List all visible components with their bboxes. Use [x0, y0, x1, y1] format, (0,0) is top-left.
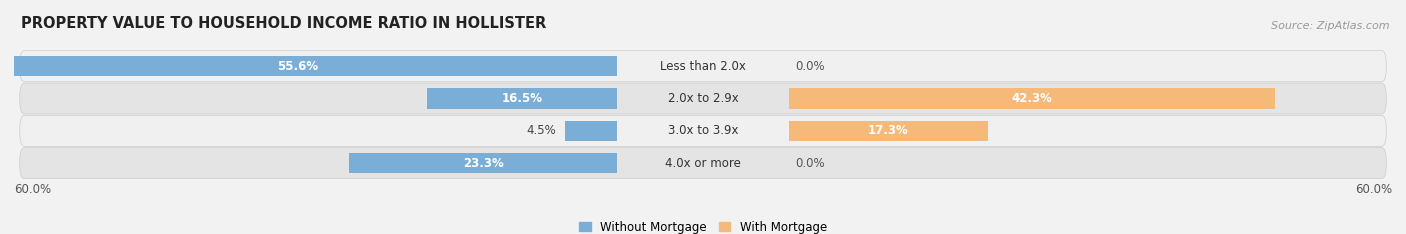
Bar — [789, 88, 1275, 109]
Text: 17.3%: 17.3% — [868, 124, 908, 137]
Text: 55.6%: 55.6% — [277, 60, 318, 73]
Text: 0.0%: 0.0% — [794, 60, 824, 73]
FancyBboxPatch shape — [20, 115, 1386, 146]
Text: 4.5%: 4.5% — [526, 124, 555, 137]
Bar — [789, 121, 988, 141]
Bar — [565, 121, 617, 141]
Text: 16.5%: 16.5% — [502, 92, 543, 105]
Text: 42.3%: 42.3% — [1011, 92, 1053, 105]
FancyBboxPatch shape — [20, 148, 1386, 179]
Text: 4.0x or more: 4.0x or more — [665, 157, 741, 170]
Text: 60.0%: 60.0% — [1355, 183, 1392, 196]
Text: Source: ZipAtlas.com: Source: ZipAtlas.com — [1271, 21, 1389, 30]
Text: 3.0x to 3.9x: 3.0x to 3.9x — [668, 124, 738, 137]
Legend: Without Mortgage, With Mortgage: Without Mortgage, With Mortgage — [579, 221, 827, 234]
Bar — [427, 88, 617, 109]
Text: 2.0x to 2.9x: 2.0x to 2.9x — [668, 92, 738, 105]
Text: Less than 2.0x: Less than 2.0x — [659, 60, 747, 73]
Text: PROPERTY VALUE TO HOUSEHOLD INCOME RATIO IN HOLLISTER: PROPERTY VALUE TO HOUSEHOLD INCOME RATIO… — [21, 15, 546, 30]
Text: 0.0%: 0.0% — [794, 157, 824, 170]
Bar — [349, 153, 617, 173]
Text: 23.3%: 23.3% — [463, 157, 503, 170]
Bar — [0, 56, 617, 76]
Text: 60.0%: 60.0% — [14, 183, 51, 196]
FancyBboxPatch shape — [20, 83, 1386, 114]
FancyBboxPatch shape — [20, 51, 1386, 82]
